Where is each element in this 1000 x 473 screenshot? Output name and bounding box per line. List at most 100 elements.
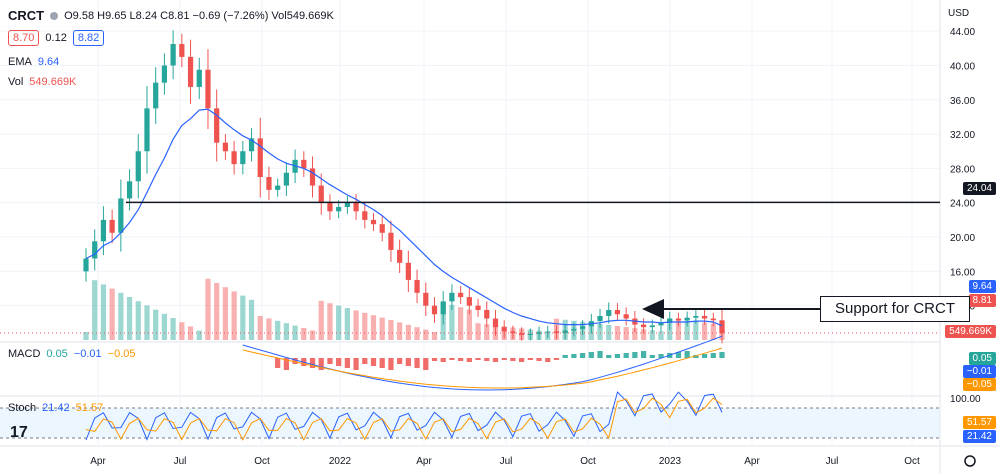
macd-histogram-bar	[475, 358, 481, 360]
candle	[318, 185, 324, 203]
macd-signal-line	[242, 347, 723, 389]
candle	[562, 330, 568, 334]
price-tick-label: 20.00	[950, 233, 975, 244]
candle	[667, 318, 673, 323]
volume-bar	[240, 295, 246, 340]
volume-bar	[344, 308, 350, 340]
macd-histogram-bar	[701, 354, 708, 358]
volume-bar	[553, 318, 560, 340]
volume-bar	[675, 319, 682, 340]
macd-histogram-bar	[353, 358, 359, 370]
candle	[301, 159, 307, 169]
candle	[83, 258, 89, 272]
candle	[492, 318, 499, 328]
candle	[649, 325, 655, 328]
support-annotation: Support for CRCT	[820, 296, 970, 322]
macd-histogram-bar	[693, 355, 699, 358]
macd-histogram-bar	[606, 355, 612, 358]
macd-histogram-bar	[579, 353, 586, 358]
volume-bar	[388, 320, 394, 340]
macd-line	[242, 335, 723, 391]
macd-histogram-bar	[440, 358, 446, 362]
volume-bar	[571, 320, 577, 340]
ema-legend[interactable]: EMA 9.64	[8, 56, 59, 68]
candle	[710, 318, 716, 321]
volume-bar	[588, 322, 594, 340]
volume-bar	[458, 307, 464, 340]
candle	[214, 108, 220, 143]
volume-bar	[370, 315, 377, 340]
candle	[484, 309, 490, 319]
volume-bar	[92, 280, 98, 340]
price-tick-label: 24.00	[950, 199, 975, 210]
volume-bar	[292, 325, 298, 340]
price-tick-label: 44.00	[950, 27, 975, 38]
candle	[606, 309, 612, 316]
ask-button[interactable]: 8.82	[72, 30, 105, 46]
macd-histogram-bar	[423, 358, 429, 370]
volume-bar	[440, 302, 446, 340]
volume-bar	[710, 323, 716, 340]
volume-bar	[701, 322, 708, 340]
candle	[553, 331, 560, 334]
candle	[527, 333, 533, 335]
candle	[135, 151, 141, 182]
candle	[275, 185, 281, 190]
macd-histogram-bar	[719, 352, 725, 358]
currency-button[interactable]: USD	[948, 8, 970, 19]
volume-bar	[248, 299, 255, 340]
volume-bar	[205, 278, 211, 340]
macd-histogram-bar	[492, 358, 499, 362]
candle	[126, 181, 133, 199]
macd-histogram-bar	[449, 358, 455, 360]
candle	[257, 138, 263, 177]
volume-tag: 549.669K	[945, 325, 996, 338]
tradingview-logo: 17	[10, 424, 28, 441]
volume-bar	[492, 325, 499, 340]
candle	[327, 202, 333, 212]
macd-histogram-bar	[597, 351, 603, 358]
macd-histogram-bar	[405, 358, 411, 366]
candle	[510, 331, 516, 334]
macd-histogram-bar	[344, 358, 350, 368]
macd-histogram-bar	[588, 352, 594, 358]
macd-label: MACD	[8, 348, 41, 360]
volume-bar	[222, 287, 229, 340]
candle	[222, 142, 229, 152]
volume-bar	[362, 312, 368, 340]
vol-legend[interactable]: Vol 549.669K	[8, 76, 76, 88]
candle	[405, 262, 411, 280]
macd-histogram-bar	[283, 358, 289, 370]
volume-bar	[257, 316, 263, 340]
macd-signal-value: −0.05	[107, 348, 136, 360]
time-tick-label: Jul	[174, 456, 187, 467]
header: CRCT O9.58 H9.65 L8.24 C8.81 −0.69 (−7.2…	[8, 8, 334, 23]
macd-histogram-bar	[309, 358, 316, 368]
volume-bar	[649, 330, 655, 340]
candle	[693, 315, 699, 318]
volume-bar	[135, 301, 141, 340]
volume-bar	[266, 318, 272, 340]
ema-line	[85, 108, 723, 327]
bid-button[interactable]: 8.70	[8, 30, 40, 46]
macd-histogram-bar	[553, 358, 560, 360]
volume-bar	[405, 324, 411, 340]
candle	[614, 309, 621, 315]
candle	[248, 138, 255, 152]
stoch-label: Stoch	[8, 402, 37, 414]
stoch-k-tag: 21.42	[962, 430, 996, 443]
macd-legend[interactable]: MACD 0.05 −0.01 −0.05	[8, 348, 136, 360]
volume-bar	[109, 288, 115, 340]
candle	[283, 172, 289, 186]
candle	[431, 305, 438, 315]
macd-histogram-bar	[397, 358, 403, 364]
candle	[109, 219, 115, 233]
candle	[353, 202, 359, 212]
volume-bar	[423, 329, 429, 340]
stoch-legend[interactable]: Stoch 21.42 51.57	[8, 402, 103, 414]
candle	[179, 44, 185, 57]
candle	[579, 326, 586, 329]
macd-histogram-bar	[710, 353, 716, 358]
symbol-title[interactable]: CRCT	[8, 8, 45, 23]
